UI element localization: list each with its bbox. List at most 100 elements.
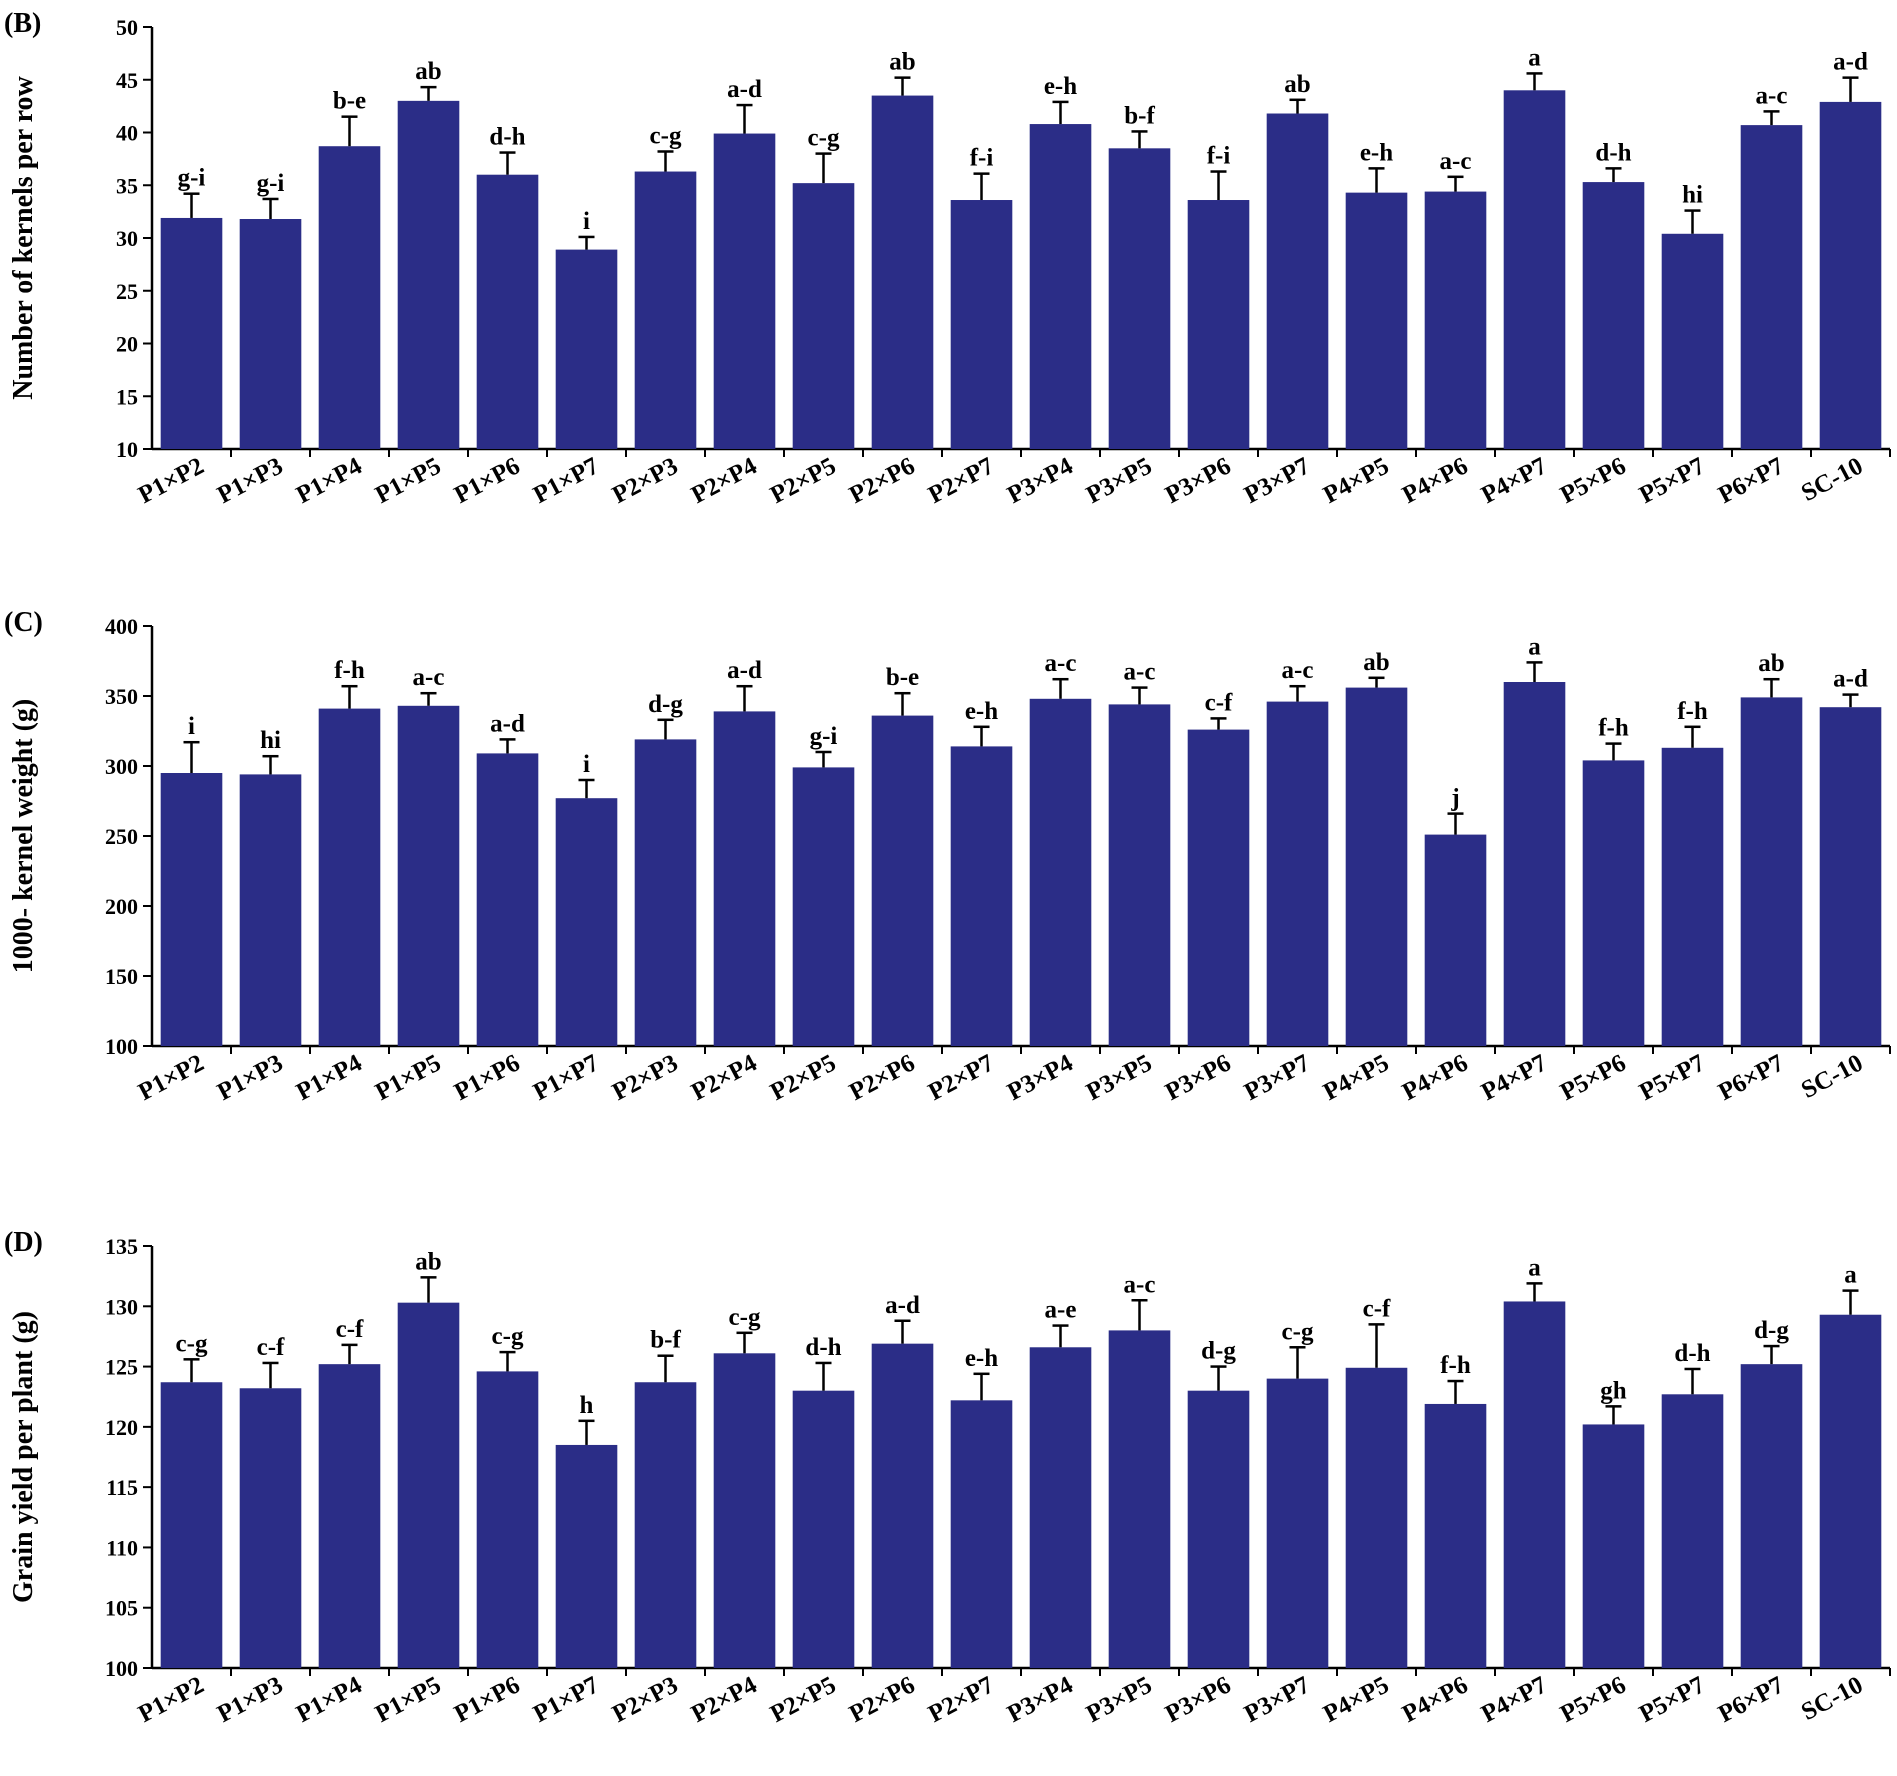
x-category-label: P5×P6 xyxy=(1556,1049,1630,1106)
bar xyxy=(1345,192,1408,449)
x-category-label: P6×P7 xyxy=(1714,1671,1788,1728)
significance-label: d-h xyxy=(1595,139,1631,166)
bar xyxy=(555,798,618,1046)
x-category-label: SC-10 xyxy=(1797,1671,1867,1725)
bar xyxy=(713,711,776,1046)
significance-label: ab xyxy=(1284,71,1310,98)
x-category-label: P1×P6 xyxy=(450,1671,524,1728)
x-category-label: P1×P2 xyxy=(134,452,208,509)
chart-panel-grain-yield: 100 105 110 115 120 125 130 135 Grain yield per … xyxy=(4,1227,1891,1728)
bar xyxy=(1266,1378,1329,1668)
x-category-label: P2×P6 xyxy=(845,452,919,509)
y-tick-label: 350 xyxy=(105,684,138,709)
x-category-label: P1×P3 xyxy=(213,1671,287,1728)
bar xyxy=(792,183,855,449)
chart-panel-kernel-weight: 100 150 200 250 300 350 400 1000- kernel weight… xyxy=(4,607,1891,1106)
significance-label: c-g xyxy=(729,1304,761,1331)
bar xyxy=(555,249,618,449)
bar xyxy=(1345,687,1408,1046)
significance-label: a-c xyxy=(1756,82,1788,109)
bar xyxy=(318,146,381,449)
bar xyxy=(1740,1364,1803,1668)
x-category-label: P3×P4 xyxy=(1003,1049,1078,1106)
x-category-label: P1×P3 xyxy=(213,452,287,509)
y-tick-label: 40 xyxy=(116,121,138,146)
significance-label: f-h xyxy=(1598,715,1629,742)
bar xyxy=(1582,182,1645,449)
bar xyxy=(160,1382,223,1668)
bar xyxy=(871,1343,934,1668)
significance-label: d-g xyxy=(1754,1317,1789,1344)
bar xyxy=(160,217,223,449)
significance-label: d-h xyxy=(489,124,525,151)
bar xyxy=(555,1444,618,1668)
x-category-label: P1×P4 xyxy=(292,1671,367,1728)
x-category-label: P3×P7 xyxy=(1240,452,1314,509)
significance-label: e-h xyxy=(965,698,998,725)
bar xyxy=(871,715,934,1046)
y-tick-label: 250 xyxy=(105,824,138,849)
x-category-label: P1×P4 xyxy=(292,1049,367,1106)
x-category-label: P4×P5 xyxy=(1319,452,1393,509)
significance-label: c-g xyxy=(492,1323,524,1350)
significance-label: c-f xyxy=(1363,1295,1391,1322)
significance-label: a-d xyxy=(885,1292,920,1319)
bar xyxy=(160,773,223,1046)
significance-label: i xyxy=(583,751,590,778)
x-category-label: P4×P7 xyxy=(1477,452,1551,509)
y-tick-label: 105 xyxy=(105,1596,138,1621)
bar xyxy=(1345,1367,1408,1668)
x-category-label: P3×P7 xyxy=(1240,1671,1314,1728)
bar xyxy=(950,1400,1013,1668)
significance-label: e-h xyxy=(1360,139,1393,166)
bar xyxy=(476,753,539,1046)
x-category-label: P3×P5 xyxy=(1082,452,1156,509)
significance-label: gh xyxy=(1600,1377,1627,1404)
significance-label: j xyxy=(1450,785,1459,812)
x-category-label: P6×P7 xyxy=(1714,452,1788,509)
x-category-label: P1×P2 xyxy=(134,1049,208,1106)
significance-label: c-f xyxy=(257,1334,285,1361)
bar xyxy=(318,1364,381,1668)
bar xyxy=(1187,729,1250,1046)
y-tick-label: 100 xyxy=(105,1656,138,1681)
significance-label: b-e xyxy=(333,88,366,115)
x-category-label: P5×P7 xyxy=(1635,452,1709,509)
bar xyxy=(1503,1301,1566,1668)
bar xyxy=(792,767,855,1046)
x-category-label: P4×P6 xyxy=(1398,1049,1472,1106)
x-category-label: P1×P5 xyxy=(371,1049,445,1106)
significance-label: ab xyxy=(1363,649,1389,676)
bar xyxy=(397,1302,460,1668)
bar xyxy=(1661,747,1724,1046)
significance-label: c-g xyxy=(650,122,682,149)
significance-label: a-d xyxy=(727,76,762,103)
significance-label: b-e xyxy=(886,664,919,691)
significance-label: d-h xyxy=(805,1334,841,1361)
bar xyxy=(634,1382,697,1668)
significance-label: f-h xyxy=(1677,698,1708,725)
bar xyxy=(950,746,1013,1046)
x-category-label: SC-10 xyxy=(1797,1049,1867,1103)
bar xyxy=(1661,233,1724,449)
significance-label: a-e xyxy=(1045,1297,1077,1324)
bar xyxy=(1187,200,1250,449)
bar xyxy=(1582,760,1645,1046)
x-category-label: P2×P7 xyxy=(924,1671,998,1728)
significance-label: ab xyxy=(415,1248,441,1275)
significance-label: ab xyxy=(415,58,441,85)
x-category-label: P5×P6 xyxy=(1556,1671,1630,1728)
bar xyxy=(239,1388,302,1668)
y-axis-title: Grain yield per plant (g) xyxy=(8,1311,39,1603)
x-category-label: P3×P7 xyxy=(1240,1049,1314,1106)
x-category-label: P4×P7 xyxy=(1477,1049,1551,1106)
bar xyxy=(1582,1424,1645,1668)
significance-label: d-g xyxy=(1201,1338,1236,1365)
x-category-label: P2×P5 xyxy=(766,1049,840,1106)
y-tick-label: 125 xyxy=(105,1355,138,1380)
x-category-label: P3×P6 xyxy=(1161,1049,1235,1106)
x-category-label: P3×P4 xyxy=(1003,452,1078,509)
x-category-label: P1×P5 xyxy=(371,1671,445,1728)
significance-label: g-i xyxy=(257,170,285,197)
